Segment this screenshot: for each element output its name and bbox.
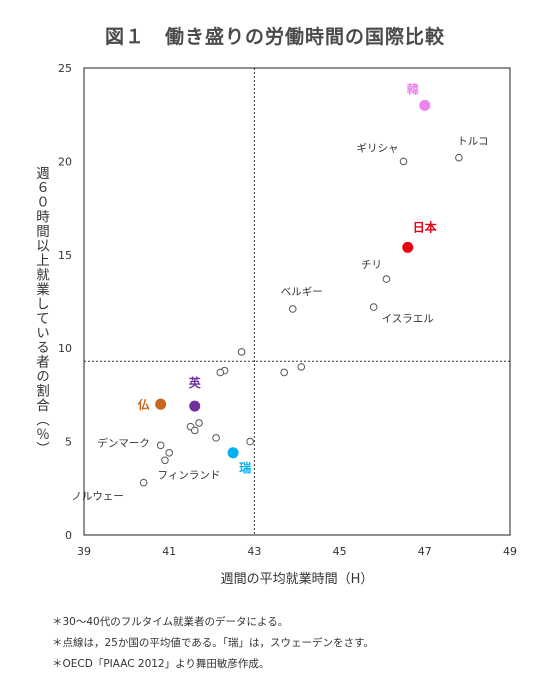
point-label: チリ — [361, 259, 382, 271]
y-tick-label: 10 — [58, 342, 72, 355]
highlighted-data-point — [227, 447, 239, 459]
x-tick-label: 39 — [77, 545, 91, 558]
point-label: イスラエル — [382, 313, 434, 325]
chart-title: 図１ 働き盛りの労働時間の国際比較 — [104, 26, 445, 48]
highlighted-data-point — [402, 241, 414, 253]
data-point — [216, 368, 225, 377]
y-tick-label: 20 — [58, 155, 72, 168]
footnote: ＊OECD「PIAAC 2012」より舞田敏彦作成。 — [52, 658, 270, 670]
footnote: ＊30～40代のフルタイム就業者のデータによる。 — [52, 616, 289, 628]
highlighted-data-point — [155, 398, 167, 410]
x-tick-label: 45 — [333, 545, 347, 558]
data-point — [246, 437, 254, 446]
y-tick-label: 5 — [65, 436, 72, 449]
data-point — [190, 426, 199, 435]
plot-area — [83, 67, 511, 536]
point-label: トルコ — [457, 136, 488, 148]
highlighted-data-point — [189, 400, 201, 412]
highlighted-point-label: 日本 — [413, 219, 437, 234]
data-point — [212, 434, 220, 442]
point-label: フィンランド — [158, 469, 221, 481]
highlighted-point-label: 瑞 — [239, 460, 251, 475]
data-point — [165, 449, 173, 457]
data-point — [369, 303, 378, 311]
y-tick-label: 25 — [58, 62, 72, 75]
point-label: ギリシャ — [357, 142, 399, 154]
data-point — [399, 157, 408, 166]
x-tick-label: 47 — [418, 545, 432, 558]
y-axis-label: 週６０時間以上就業している者の割合（％） — [33, 166, 49, 456]
point-label: ベルギー — [281, 286, 323, 298]
x-tick-labels: 39 41 43 45 47 49 — [77, 545, 517, 558]
x-tick-label: 41 — [162, 545, 176, 558]
highlighted-country-points — [155, 99, 431, 459]
footnotes: ＊30～40代のフルタイム就業者のデータによる。 ＊点線は，25か国の平均値であ… — [52, 612, 374, 675]
y-tick-label: 15 — [58, 249, 72, 262]
highlighted-point-label: 仏 — [138, 398, 150, 412]
data-point — [156, 441, 165, 450]
data-point — [280, 368, 289, 377]
y-tick-labels: 0 5 10 15 20 25 — [58, 62, 72, 542]
x-tick-label: 49 — [503, 545, 517, 558]
point-label: デンマーク — [97, 436, 150, 449]
data-point — [161, 456, 169, 465]
data-point — [455, 153, 463, 162]
y-tick-label: 0 — [65, 529, 72, 542]
x-tick-label: 43 — [247, 545, 261, 558]
other-country-points — [139, 153, 463, 487]
average-lines — [84, 68, 510, 535]
footnote: ＊点線は，25か国の平均値である。「瑞」は，スウェーデンをさす。 — [52, 637, 374, 649]
highlighted-point-label: 英 — [189, 375, 202, 390]
data-point — [288, 305, 297, 313]
highlighted-data-point — [419, 99, 431, 111]
data-point — [297, 363, 306, 371]
data-point — [382, 275, 391, 283]
point-label: ノルウェー — [71, 491, 124, 503]
data-point — [139, 478, 148, 487]
highlighted-point-label: 韓 — [407, 81, 419, 96]
data-point — [195, 419, 203, 427]
data-point — [237, 348, 246, 356]
x-axis-label: 週間の平均就業時間（H） — [221, 571, 374, 587]
